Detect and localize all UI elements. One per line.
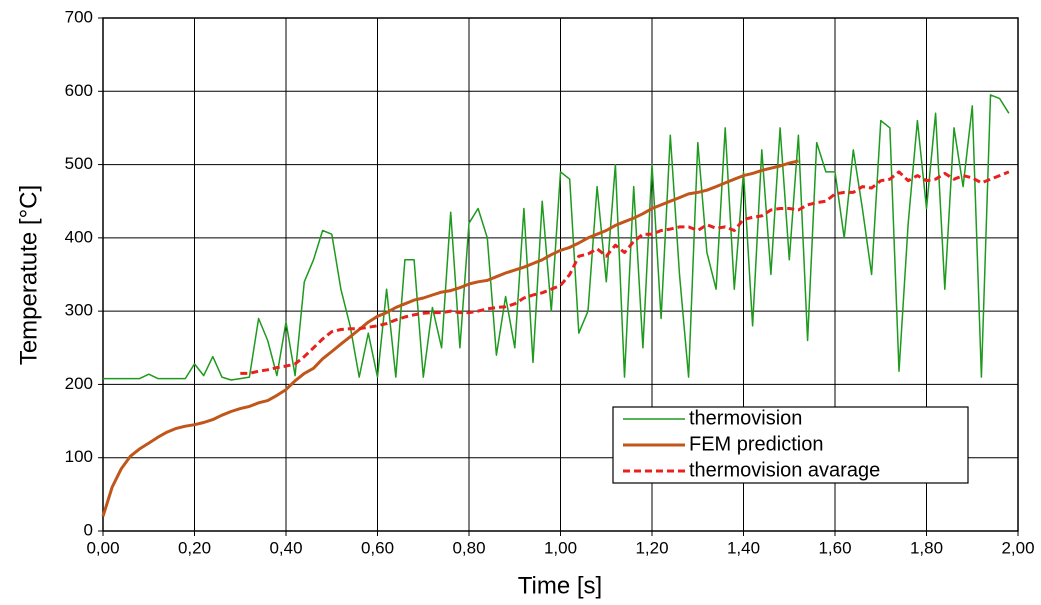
x-tick-label: 1,40	[727, 538, 760, 557]
series-line	[101, 159, 799, 517]
x-tick-label: 1,80	[910, 538, 943, 557]
legend-label: thermovision avarage	[689, 459, 880, 481]
x-tick-label: 0,00	[86, 538, 119, 557]
x-tick-label: 1,00	[544, 538, 577, 557]
y-tick-label: 500	[65, 154, 93, 173]
x-tick-label: 1,20	[635, 538, 668, 557]
series-line	[103, 94, 1010, 381]
legend-label: thermovision	[689, 407, 802, 429]
legend-label: FEM prediction	[689, 433, 824, 455]
y-tick-label: 300	[65, 301, 93, 320]
x-tick-label: 2,00	[1001, 538, 1034, 557]
y-tick-label: 200	[65, 374, 93, 393]
y-tick-label: 400	[65, 227, 93, 246]
y-tick-label: 700	[65, 7, 93, 26]
y-axis-label: Temperatute [°C]	[15, 185, 42, 365]
y-tick-label: 0	[84, 520, 93, 539]
x-tick-label: 0,80	[452, 538, 485, 557]
series-line	[240, 170, 1010, 375]
y-tick-label: 100	[65, 447, 93, 466]
x-tick-label: 0,60	[361, 538, 394, 557]
x-tick-label: 1,60	[818, 538, 851, 557]
plot-border	[102, 17, 1019, 532]
x-axis-label: Time [s]	[518, 572, 602, 599]
x-tick-label: 0,20	[178, 538, 211, 557]
y-tick-label: 600	[65, 81, 93, 100]
x-tick-label: 0,40	[269, 538, 302, 557]
